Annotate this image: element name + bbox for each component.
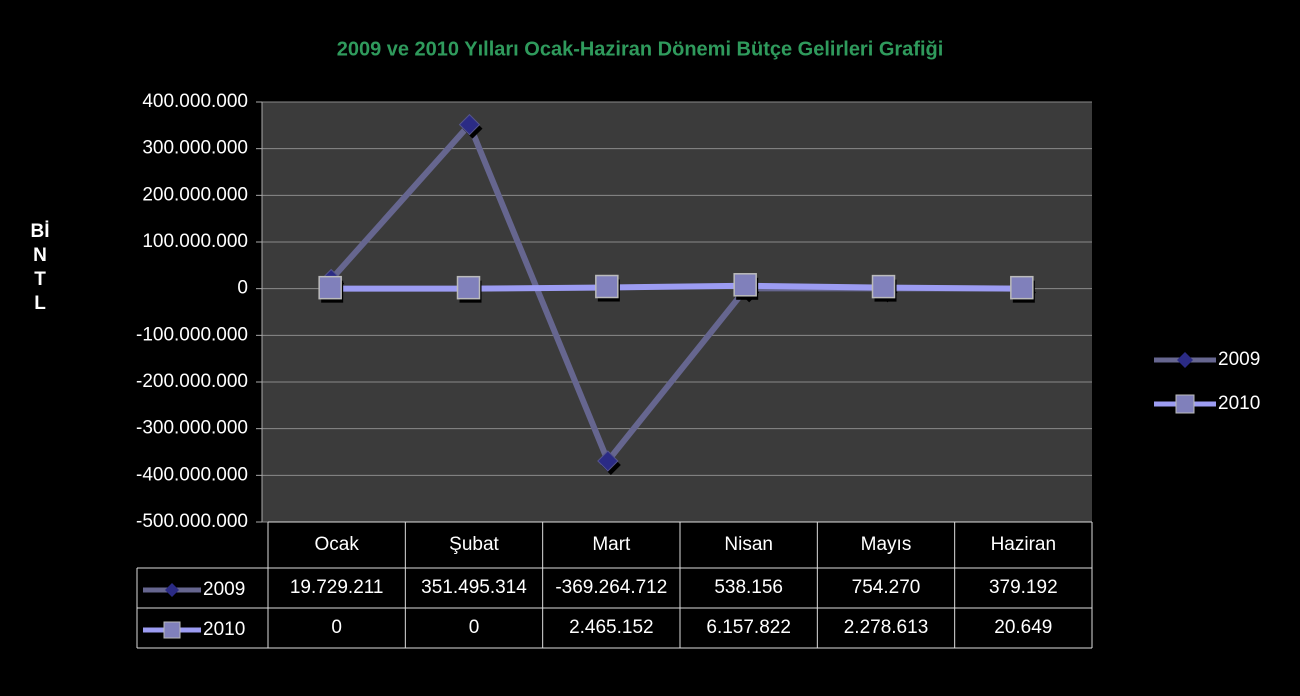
marker (458, 113, 481, 136)
legend-label: 2009 (1218, 349, 1260, 370)
legend-marker (1177, 352, 1193, 368)
y-tick-label: 400.000.000 (142, 91, 248, 112)
legend-label: 2010 (1218, 393, 1260, 414)
marker (1010, 275, 1034, 300)
x-tick-label: Mart (592, 534, 631, 555)
chart-title: 2009 ve 2010 Yılları Ocak-Haziran Dönemi… (337, 38, 944, 60)
y-axis-label: BİN TL (30, 221, 53, 314)
table-cell: 0 (469, 617, 480, 638)
marker (595, 274, 619, 299)
y-tick-label: 0 (237, 278, 248, 299)
y-tick-label: -200.000.000 (136, 371, 248, 392)
legend-marker (163, 621, 181, 639)
legend-marker (1175, 394, 1195, 414)
x-tick-label: Mayıs (861, 534, 912, 555)
table-cell: 351.495.314 (421, 577, 527, 598)
marker (871, 274, 896, 299)
table-cell: -369.264.712 (555, 577, 667, 598)
series-line (331, 282, 1023, 292)
plot-area (262, 102, 1092, 522)
y-tick-label: 100.000.000 (142, 231, 248, 252)
legend-marker (165, 583, 179, 597)
y-tick-label: -300.000.000 (136, 418, 248, 439)
x-tick-label: Şubat (449, 534, 499, 555)
marker (318, 275, 342, 300)
marker (597, 450, 619, 472)
table-cell: 754.270 (852, 577, 921, 598)
x-tick-label: Haziran (991, 534, 1056, 555)
table-cell: 538.156 (714, 577, 783, 598)
y-tick-label: -500.000.000 (136, 511, 248, 532)
table-cell: 379.192 (989, 577, 1058, 598)
table-cell: 20.649 (994, 617, 1052, 638)
marker (733, 273, 757, 297)
y-tick-label: 300.000.000 (142, 138, 248, 159)
table-cell: 6.157.822 (706, 617, 791, 638)
legend-label: 2009 (203, 579, 245, 600)
table-cell: 0 (331, 617, 342, 638)
y-tick-label: -400.000.000 (136, 464, 248, 485)
table-cell: 2.278.613 (844, 617, 929, 638)
x-tick-label: Ocak (314, 534, 359, 555)
legend-label: 2010 (203, 619, 245, 640)
y-tick-label: 200.000.000 (142, 184, 248, 205)
x-tick-label: Nisan (724, 534, 773, 555)
table-cell: 19.729.211 (290, 577, 384, 598)
table-cell: 2.465.152 (569, 617, 654, 638)
marker (456, 275, 481, 300)
y-tick-label: -100.000.000 (136, 324, 248, 345)
